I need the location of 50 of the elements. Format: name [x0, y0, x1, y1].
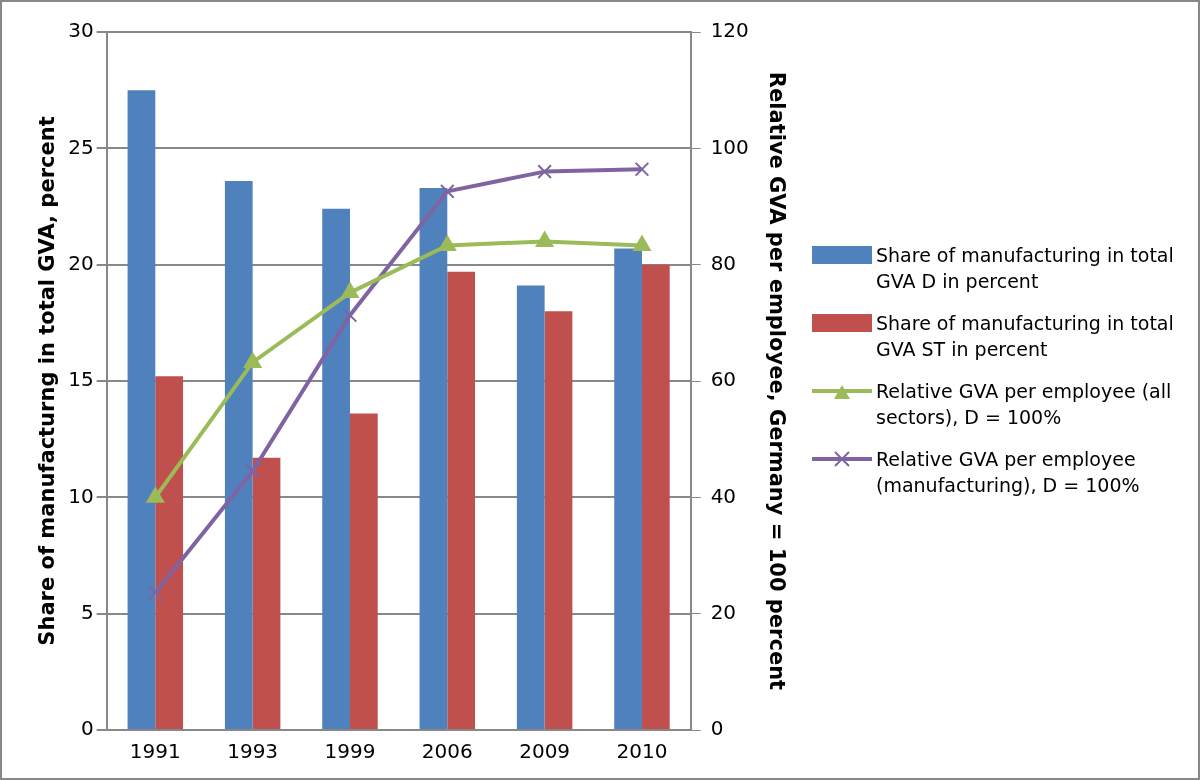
- x-tick-label: 2010: [616, 739, 668, 764]
- x-tick-label: 2009: [519, 739, 571, 764]
- bar: [641, 264, 670, 729]
- y2-tick-label: 80: [710, 250, 737, 275]
- y-tick-label: 20: [68, 250, 94, 275]
- point: [634, 161, 650, 177]
- y2-tick-label: 120: [710, 18, 749, 43]
- y2-tick-label: 40: [710, 483, 737, 508]
- point: [535, 231, 554, 247]
- bar: [322, 208, 350, 729]
- y-tick-label: 25: [68, 134, 94, 159]
- bar: [252, 457, 281, 729]
- point: [245, 463, 261, 479]
- point: [146, 487, 165, 503]
- legend-label: Relative GVA per employee (manufacturing), D = 100%: [876, 447, 1141, 498]
- y-tick-label: 10: [68, 483, 94, 508]
- y2-tick-label: 60: [710, 367, 737, 392]
- point: [537, 164, 552, 179]
- y2-tick-label: 20: [710, 599, 737, 624]
- y2-axis-title: Relative GVA per employee, Germany = 100 percent: [764, 71, 789, 691]
- x-tick-label: 1991: [129, 739, 181, 764]
- point: [243, 352, 262, 368]
- point: [341, 282, 359, 299]
- point: [439, 184, 455, 199]
- y-tick-label: 5: [80, 599, 94, 624]
- bar: [419, 187, 448, 729]
- bar: [614, 248, 642, 729]
- point: [342, 307, 358, 323]
- x-tick-label: 1999: [324, 739, 376, 764]
- point: [147, 585, 163, 601]
- point: [438, 235, 457, 251]
- y2-tick-label: 100: [710, 134, 749, 159]
- y-tick-label: 30: [68, 18, 94, 43]
- y-tick-label: 15: [68, 367, 94, 392]
- bar: [127, 90, 156, 729]
- x-tick-label: 1993: [227, 739, 279, 764]
- y2-tick-label: 0: [710, 716, 724, 741]
- x-tick-label: 2006: [421, 739, 473, 764]
- legend-label: Share of manufacturing in total GVA ST in percent: [876, 311, 1175, 362]
- bar: [224, 180, 253, 729]
- legend-label: Relative GVA per employee (all sectors), D = 100%: [876, 379, 1173, 430]
- point: [633, 235, 651, 251]
- bar: [349, 413, 378, 729]
- bar: [516, 285, 545, 729]
- y-axis-title: Share of manufacturng in total GVA, percent: [35, 116, 60, 646]
- bar: [155, 376, 184, 729]
- bar: [544, 311, 573, 729]
- y-tick-label: 0: [80, 716, 94, 741]
- legend-label: Share of manufacturing in total GVA D in percent: [876, 243, 1175, 294]
- bar: [447, 271, 476, 729]
